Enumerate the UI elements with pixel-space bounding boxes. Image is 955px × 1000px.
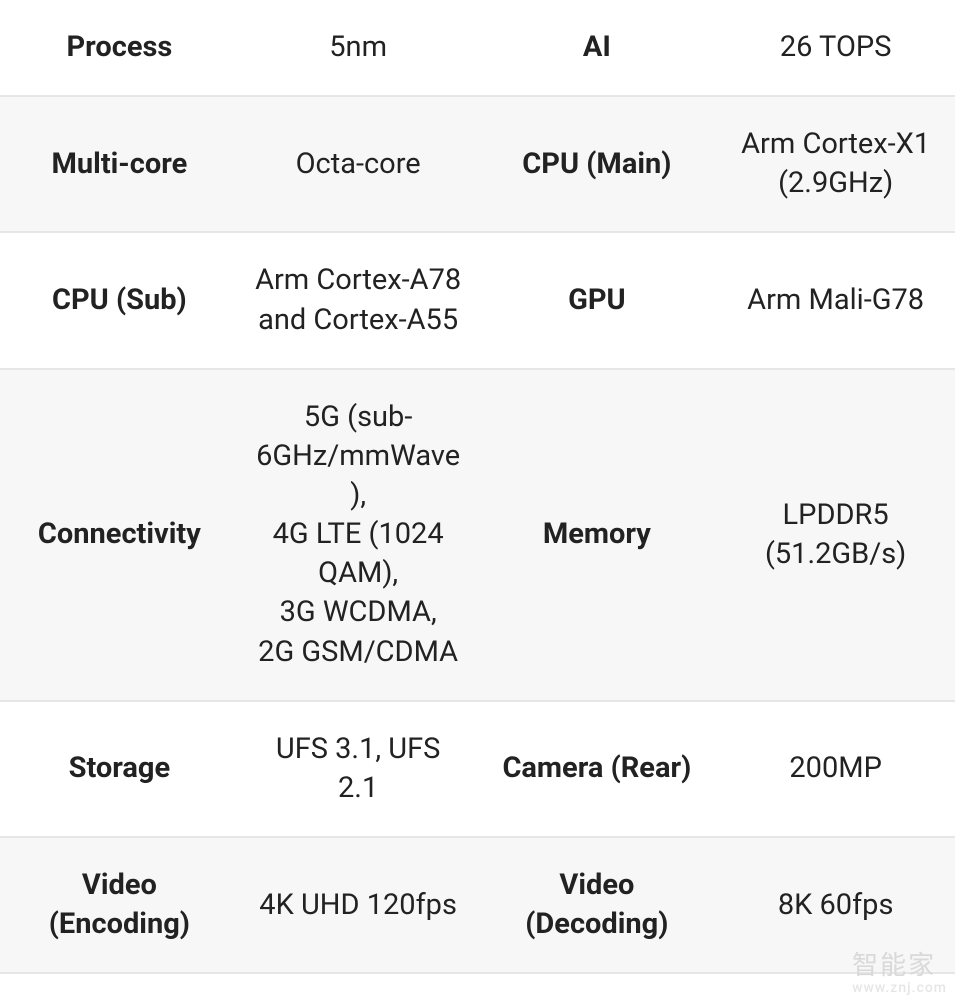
spec-label: Memory — [478, 370, 717, 700]
text-line: Video (Encoding) — [16, 866, 223, 944]
text-line: 5nm — [329, 28, 387, 67]
spec-value: UFS 3.1, UFS 2.1 — [239, 702, 478, 836]
spec-value: Octa-core — [239, 97, 478, 231]
spec-table: Process 5nm AI 26 TOPS Multi-core Octa-core CP… — [0, 0, 955, 1000]
text-line: Octa-core — [296, 145, 421, 184]
spec-label: CPU (Main) — [478, 97, 717, 231]
spec-value: Arm Cortex-X1 (2.9GHz) — [716, 97, 955, 231]
text-line: Storage — [69, 749, 171, 788]
spec-label: CPU (Sub) — [0, 233, 239, 367]
text-line: UFS 3.1, UFS 2.1 — [255, 730, 462, 808]
text-line: Arm Cortex-A78 and Cortex-A55 — [255, 261, 462, 339]
table-row: Storage UFS 3.1, UFS 2.1 Camera (Rear) 200M… — [0, 702, 955, 838]
spec-value: 200MP — [716, 702, 955, 836]
text-line: 26 TOPS — [780, 28, 892, 67]
text-line: Arm Mali-G78 — [747, 281, 924, 320]
spec-value: 5nm — [239, 0, 478, 95]
table-row: Video (Encoding) 4K UHD 120fps Video (Deco… — [0, 838, 955, 974]
spec-value: 8K 60fps — [716, 838, 955, 972]
text-line: 4G LTE (1024 QAM), — [255, 515, 462, 593]
spec-label: Connectivity — [0, 370, 239, 700]
spec-value: 4K UHD 120fps — [239, 838, 478, 972]
text-line: LPDDR5 (51.2GB/s) — [732, 496, 939, 574]
spec-label: Process — [0, 0, 239, 95]
table-row: Multi-core Octa-core CPU (Main) Arm Cortex-… — [0, 97, 955, 233]
spec-value: LPDDR5 (51.2GB/s) — [716, 370, 955, 700]
text-line: 4K UHD 120fps — [259, 886, 457, 925]
text-line: Video (Decoding) — [494, 866, 701, 944]
text-line: GPU — [568, 281, 626, 320]
text-line: Connectivity — [38, 515, 201, 554]
text-line: 3G WCDMA, — [280, 593, 437, 632]
spec-label: Multi-core — [0, 97, 239, 231]
spec-value: 26 TOPS — [716, 0, 955, 95]
spec-value: 5G (sub-6GHz/mmWave),4G LTE (1024 QAM),3… — [239, 370, 478, 700]
text-line: Camera (Rear) — [502, 749, 691, 788]
spec-label: Video (Decoding) — [478, 838, 717, 972]
text-line: Memory — [543, 515, 651, 554]
table-row: Connectivity 5G (sub-6GHz/mmWave),4G LTE … — [0, 370, 955, 702]
text-line: 200MP — [789, 749, 882, 788]
spec-label: Storage — [0, 702, 239, 836]
spec-value: Arm Cortex-A78 and Cortex-A55 — [239, 233, 478, 367]
spec-label: Video (Encoding) — [0, 838, 239, 972]
spec-value: Arm Mali-G78 — [716, 233, 955, 367]
table-row: CPU (Sub) Arm Cortex-A78 and Cortex-A55 GP… — [0, 233, 955, 369]
spec-label: GPU — [478, 233, 717, 367]
text-line: Arm Cortex-X1 (2.9GHz) — [732, 125, 939, 203]
spec-label: AI — [478, 0, 717, 95]
text-line: CPU (Main) — [522, 145, 671, 184]
text-line: 2G GSM/CDMA — [258, 633, 458, 672]
text-line: Process — [66, 28, 172, 67]
table-row: Process 5nm AI 26 TOPS — [0, 0, 955, 97]
text-line: Multi-core — [52, 145, 188, 184]
text-line: 5G (sub-6GHz/mmWave), — [255, 398, 462, 515]
text-line: CPU (Sub) — [52, 281, 187, 320]
text-line: 8K 60fps — [778, 886, 894, 925]
spec-label: Camera (Rear) — [478, 702, 717, 836]
text-line: AI — [583, 28, 611, 67]
